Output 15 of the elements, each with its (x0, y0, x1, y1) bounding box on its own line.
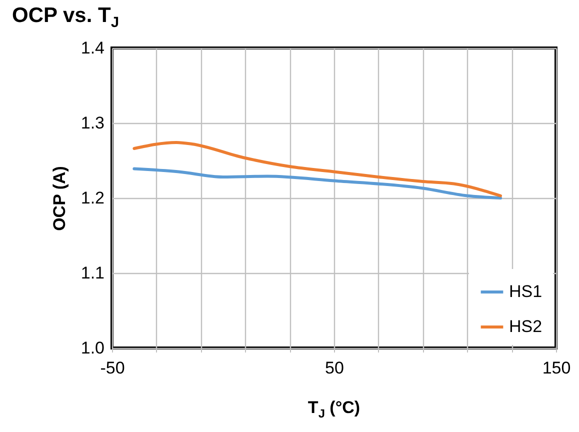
y-tick-label: 1.3 (80, 114, 104, 132)
line-series (132, 167, 502, 200)
chart-title: OCP vs. T$_{J}$ (12, 4, 119, 32)
line-series (132, 141, 502, 198)
legend-label: HS1 (509, 282, 542, 301)
legend-label: HS2 (509, 317, 542, 336)
x-axis-title: T$_{J}$ (°C) (306, 398, 362, 420)
y-tick-label: 1.0 (80, 338, 104, 358)
y-tick-label: 1.1 (80, 264, 104, 282)
x-tick-label: 50 (325, 358, 344, 378)
y-axis-title: OCP (A) (50, 166, 69, 231)
x-tick-label: -50 (100, 358, 125, 378)
y-tick-label: 1.4 (80, 38, 104, 58)
y-tick-label: 1.2 (80, 188, 104, 208)
x-tick-label: 150 (542, 358, 571, 378)
